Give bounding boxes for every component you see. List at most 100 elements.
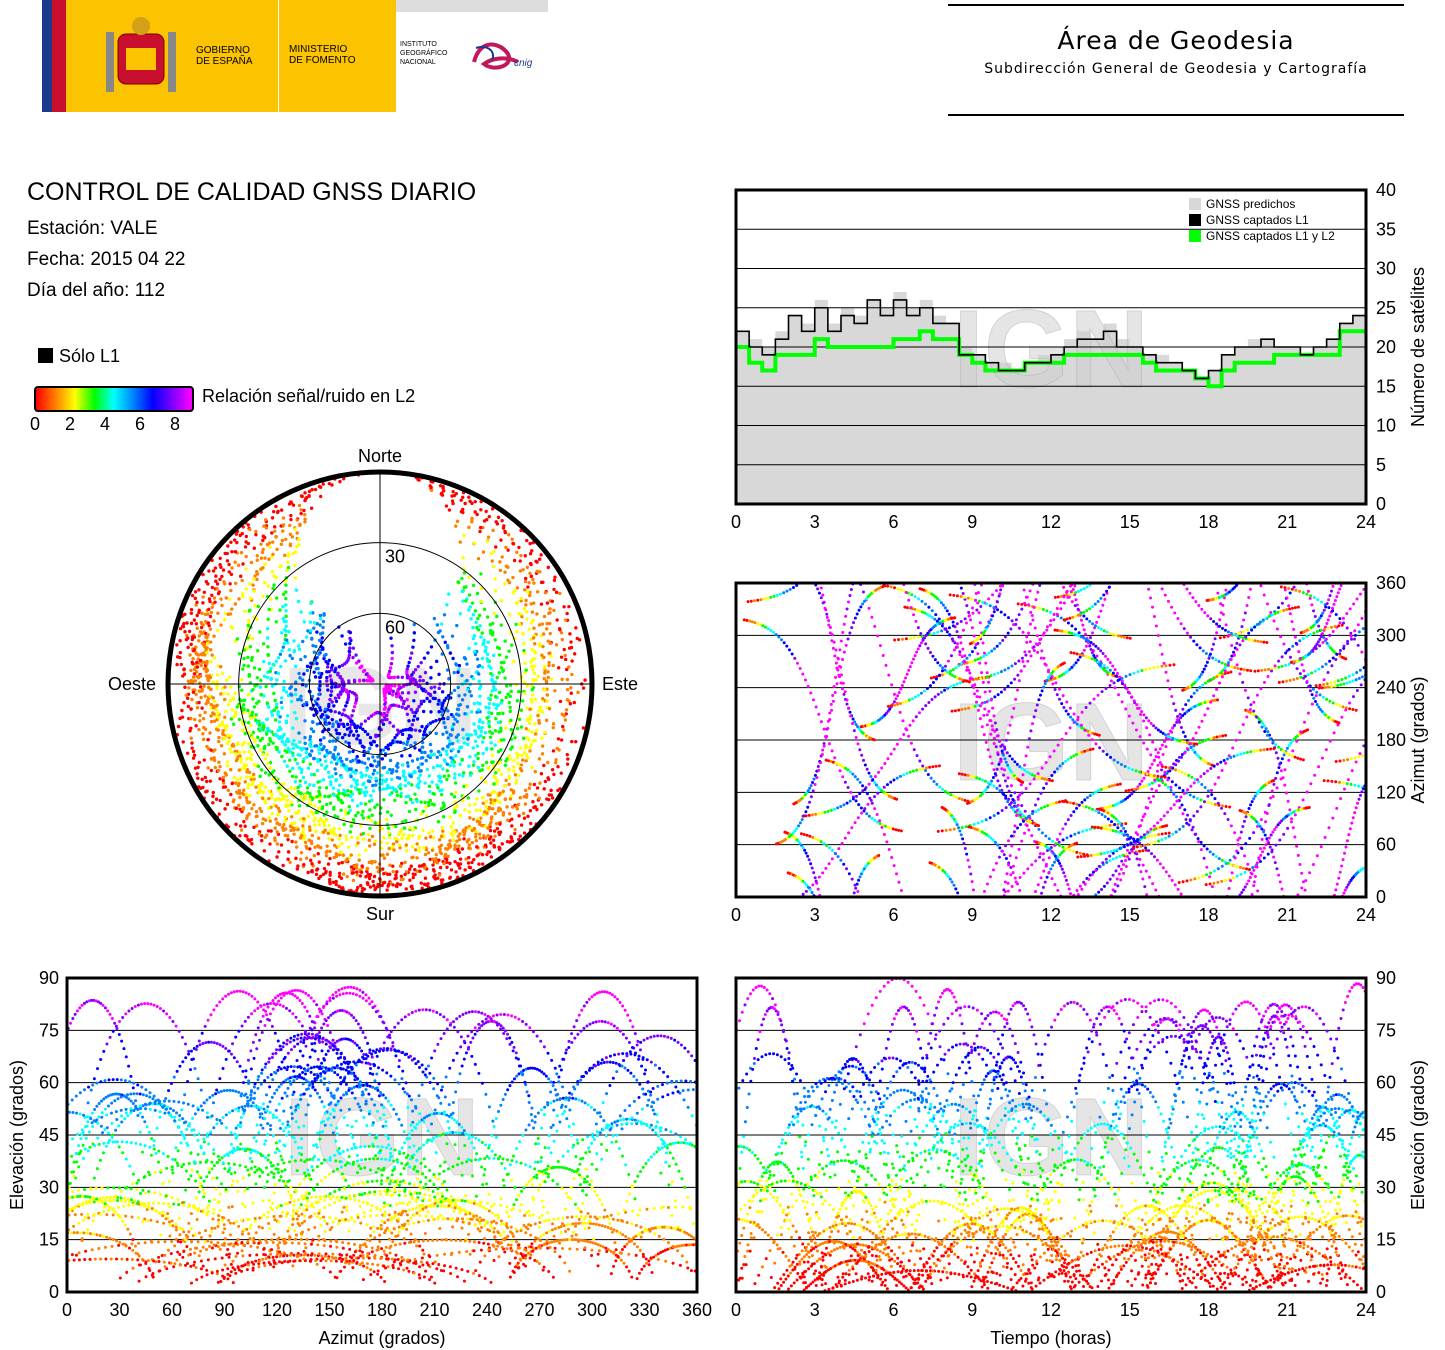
sky-track-point xyxy=(268,842,272,846)
azimuth-track-point xyxy=(1064,878,1068,882)
sky-track-point xyxy=(282,628,287,632)
sky-track-point xyxy=(310,749,314,753)
sky-track-point xyxy=(455,719,460,724)
azimuth-track-point xyxy=(1359,683,1363,687)
sky-track-point xyxy=(398,882,403,887)
sky-track-point xyxy=(361,831,366,836)
sky-track-point xyxy=(351,655,355,660)
sky-track-point xyxy=(405,742,409,747)
azimuth-track-point xyxy=(921,707,925,711)
sky-track-point xyxy=(189,707,193,711)
sky-track-point xyxy=(261,752,265,757)
sky-track-point xyxy=(192,672,197,676)
sky-track-point xyxy=(406,781,411,785)
sky-track-point xyxy=(320,636,324,640)
sky-track-point xyxy=(391,768,395,772)
sky-track-point xyxy=(501,789,505,794)
azimuth-track-point xyxy=(852,891,856,895)
azimuth-track-point xyxy=(1124,822,1128,826)
sky-track-point xyxy=(323,766,327,771)
sky-track-point xyxy=(484,705,488,709)
sky-track-point xyxy=(226,703,231,707)
sky-track-point xyxy=(208,627,213,631)
sky-track-point xyxy=(422,846,426,850)
sky-track-point xyxy=(551,749,556,753)
sky-track-point xyxy=(581,686,586,690)
azimuth-track-point xyxy=(848,593,852,597)
sky-track-point xyxy=(510,824,514,828)
sky-track-point xyxy=(250,637,255,641)
sky-track-point xyxy=(395,775,400,780)
sky-track-point xyxy=(398,786,403,791)
azimuth-track-point xyxy=(807,813,811,817)
azimuth-track-point xyxy=(793,656,797,660)
sky-track-point xyxy=(287,747,291,752)
satellite-count-ytick-label: 30 xyxy=(1376,259,1396,279)
sky-track-point xyxy=(237,717,242,722)
sky-track-point xyxy=(399,877,404,882)
sky-track-point xyxy=(385,841,390,845)
azimuth-track-point xyxy=(1260,668,1264,672)
sky-track-point xyxy=(228,698,233,703)
sky-track-point xyxy=(281,605,285,609)
sky-track-point xyxy=(313,487,318,492)
sky-track-point xyxy=(288,860,292,864)
sky-track-point xyxy=(405,682,409,687)
azimuth-track-point xyxy=(1218,636,1222,640)
sky-track-point xyxy=(239,760,243,764)
sky-track-point xyxy=(331,739,335,743)
azimuth-track-point xyxy=(790,652,794,656)
sky-track-point xyxy=(328,739,332,744)
azimuth-track-point xyxy=(1248,587,1252,591)
sky-track-point xyxy=(485,811,489,815)
sky-track-point xyxy=(540,653,544,657)
sky-track-point xyxy=(279,542,284,546)
sky-track-point xyxy=(562,728,566,732)
sky-track-point xyxy=(394,694,399,699)
sky-track-point xyxy=(511,591,516,595)
sky-track-point xyxy=(487,696,491,701)
sky-track-point xyxy=(469,710,474,714)
sky-track-point xyxy=(491,564,496,569)
sky-track-point xyxy=(528,782,532,786)
azimuth-track-point xyxy=(845,801,849,805)
sky-track-point xyxy=(463,868,467,872)
azimuth-track-point xyxy=(1151,794,1155,798)
sky-track-point xyxy=(296,785,300,790)
sky-track-point xyxy=(421,755,425,760)
azimuth-track-point xyxy=(1310,671,1314,675)
sky-track-point xyxy=(408,774,412,778)
sky-track-point xyxy=(476,628,481,632)
sky-track-point xyxy=(295,518,299,522)
sky-track-point xyxy=(263,835,267,840)
sky-track-point xyxy=(337,884,341,889)
sky-track-point xyxy=(244,775,249,779)
sky-track-point xyxy=(515,778,519,782)
azimuth-track-point xyxy=(1230,665,1234,669)
area-subtitle: Subdirección General de Geodesia y Carto… xyxy=(984,61,1368,77)
sky-track-point xyxy=(251,780,255,784)
sky-track-point xyxy=(498,808,503,812)
sky-track-point xyxy=(543,664,547,669)
azimuth-track-point xyxy=(814,812,818,816)
azimuth-track-point xyxy=(1185,879,1189,883)
sky-track-point xyxy=(302,672,306,676)
azimuth-track-point xyxy=(1269,796,1273,800)
azimuth-track-point xyxy=(1252,884,1256,888)
azimuth-track-point xyxy=(1218,734,1222,738)
azimuth-track-point xyxy=(950,709,954,713)
sky-track-point xyxy=(440,491,444,495)
sky-track-point xyxy=(333,745,338,750)
azimuth-track-point xyxy=(1351,695,1355,699)
sky-track-point xyxy=(364,875,368,879)
sky-track-point xyxy=(445,777,449,782)
azimuth-track-point xyxy=(1057,840,1061,844)
sky-track-point xyxy=(550,767,555,772)
sky-track-point xyxy=(460,757,464,762)
azimuth-track-point xyxy=(1342,644,1346,648)
sky-track-point xyxy=(572,652,577,656)
sky-track-point xyxy=(371,879,375,884)
sky-track-point xyxy=(315,794,319,799)
sky-track-point xyxy=(484,799,489,804)
azimuth-track-point xyxy=(952,683,956,687)
